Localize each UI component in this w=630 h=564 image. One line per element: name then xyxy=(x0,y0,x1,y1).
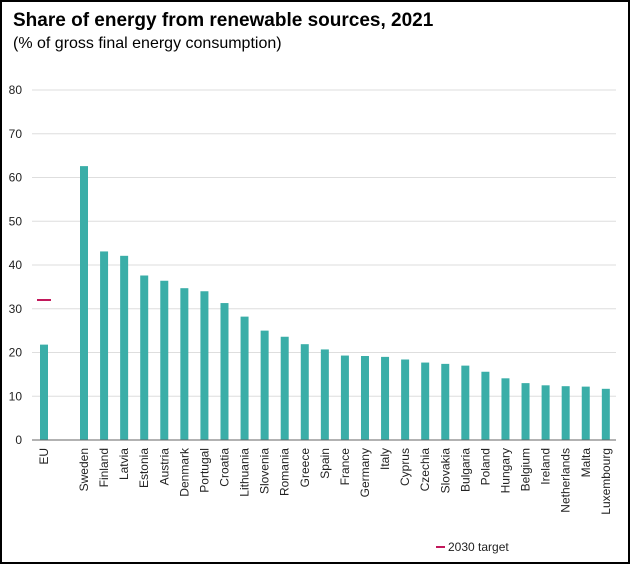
x-tick-label: Croatia xyxy=(217,448,231,487)
x-tick-label: Latvia xyxy=(117,448,131,480)
bar-slovakia xyxy=(441,363,450,440)
x-tick-label: Poland xyxy=(478,448,492,485)
x-tick-label: Germany xyxy=(358,448,372,497)
bar-croatia xyxy=(220,303,229,440)
x-tick-label: Denmark xyxy=(177,447,191,497)
chart-subtitle: (% of gross final energy consumption) xyxy=(13,35,282,52)
x-tick-label: Portugal xyxy=(197,448,211,493)
bar-finland xyxy=(100,251,109,440)
y-tick-label: 0 xyxy=(15,433,22,447)
x-tick-label: Lithuania xyxy=(238,448,252,497)
x-tick-label: Austria xyxy=(157,448,171,486)
bar-cyprus xyxy=(401,359,410,440)
x-tick-label: Romania xyxy=(278,448,292,496)
bar-france xyxy=(340,355,349,440)
x-tick-label: EU xyxy=(37,448,51,465)
x-tick-label: Estonia xyxy=(137,448,151,488)
bar-romania xyxy=(280,336,289,440)
bar-denmark xyxy=(180,288,189,440)
bar-czechia xyxy=(421,362,430,440)
bar-bulgaria xyxy=(461,365,470,440)
bar-germany xyxy=(360,356,369,440)
bar-austria xyxy=(160,280,169,440)
y-tick-label: 10 xyxy=(9,389,23,403)
x-tick-label: Czechia xyxy=(418,448,432,492)
bar-slovenia xyxy=(260,330,269,440)
bar-hungary xyxy=(501,378,510,440)
x-tick-label: Finland xyxy=(97,448,111,487)
bar-poland xyxy=(481,371,490,440)
x-tick-label: Sweden xyxy=(77,448,91,491)
x-tick-label: Luxembourg xyxy=(599,448,613,515)
bar-ireland xyxy=(541,385,550,440)
bar-malta xyxy=(581,386,590,440)
x-tick-label: Spain xyxy=(318,448,332,479)
bar-luxembourg xyxy=(601,388,610,440)
x-tick-label: Hungary xyxy=(498,448,512,493)
bar-sweden xyxy=(80,166,88,440)
bar-latvia xyxy=(120,255,129,440)
bar-italy xyxy=(381,356,390,440)
x-tick-label: Greece xyxy=(298,448,312,488)
x-tick-label: Belgium xyxy=(519,448,533,491)
chart-title: Share of energy from renewable sources, … xyxy=(13,10,434,31)
y-tick-label: 60 xyxy=(9,171,23,185)
y-tick-label: 70 xyxy=(9,127,23,141)
bar-portugal xyxy=(200,291,209,440)
y-tick-label: 40 xyxy=(9,258,23,272)
x-tick-label: Slovenia xyxy=(258,448,272,494)
x-tick-label: Slovakia xyxy=(438,448,452,494)
x-tick-label: Netherlands xyxy=(559,448,573,513)
x-tick-label: Cyprus xyxy=(398,448,412,486)
bar-estonia xyxy=(140,275,149,440)
legend-label: 2030 target xyxy=(448,540,509,554)
y-tick-label: 20 xyxy=(9,346,23,360)
x-tick-label: Malta xyxy=(579,448,593,478)
bar-belgium xyxy=(521,383,530,440)
x-tick-label: Bulgaria xyxy=(458,448,472,492)
y-tick-label: 30 xyxy=(9,302,23,316)
bar-netherlands xyxy=(561,386,570,440)
bar-spain xyxy=(320,349,329,440)
bar-lithuania xyxy=(240,316,249,440)
y-tick-label: 50 xyxy=(9,214,23,228)
bar-eu xyxy=(40,344,48,440)
y-tick-label: 80 xyxy=(9,83,23,97)
x-tick-label: Ireland xyxy=(539,448,553,485)
x-tick-label: Italy xyxy=(378,448,392,470)
bar-greece xyxy=(300,344,309,440)
x-tick-label: France xyxy=(338,448,352,486)
